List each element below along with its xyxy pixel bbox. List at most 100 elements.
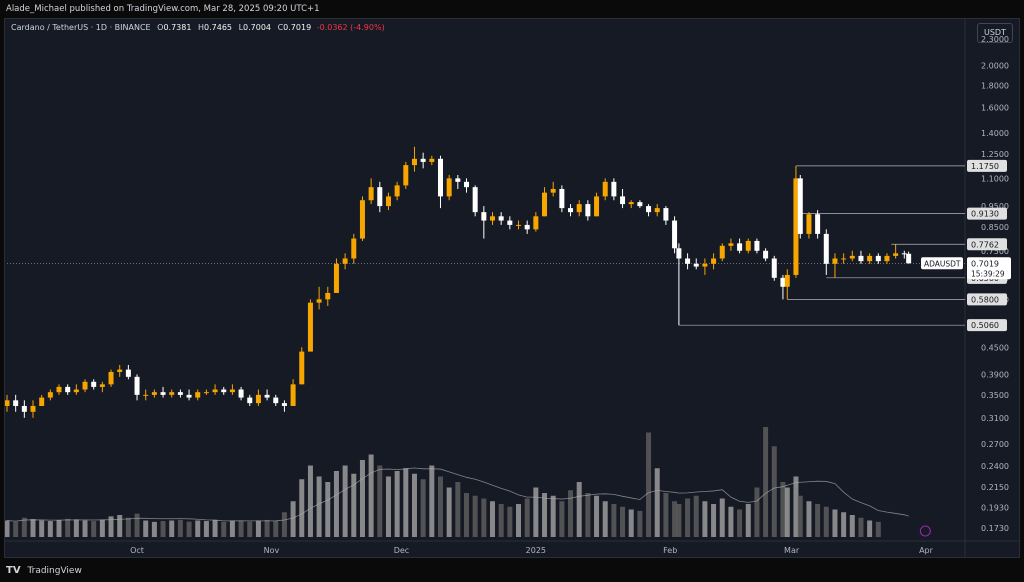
y-tick-label: 0.4500: [981, 343, 1009, 352]
volume-bar: [411, 473, 417, 537]
volume-bar: [91, 521, 97, 537]
volume-bar: [221, 521, 227, 537]
level-tag-label: 1.1750: [971, 162, 999, 171]
candle-body: [429, 158, 435, 162]
volume-bar: [359, 460, 365, 537]
x-tick-label: Dec: [394, 546, 409, 555]
candle-body: [568, 208, 574, 213]
candle-body: [884, 255, 890, 262]
price-chart-svg[interactable]: 2.3000 2.0000 1.8000 1.6000 1.4000 1.2500 1.10…: [5, 19, 1019, 557]
volume-bar: [47, 521, 53, 537]
volume-bar: [754, 487, 760, 537]
volume-bar: [21, 517, 27, 537]
candle-body: [672, 220, 678, 249]
volume-bar: [290, 501, 296, 537]
volume-bar: [771, 446, 777, 537]
volume-bar: [238, 521, 244, 537]
chart-area[interactable]: Cardano / TetherUS · 1D · BINANCE O0.738…: [4, 18, 1020, 558]
volume-bar: [693, 495, 699, 537]
candle-body: [117, 369, 123, 372]
open-value: 0.7381: [163, 23, 192, 32]
volume-bar: [550, 495, 556, 537]
volume-bar: [472, 495, 478, 537]
volume-bar: [646, 432, 652, 537]
candle-body: [745, 240, 751, 251]
candle-body: [823, 233, 829, 264]
candle-body: [533, 216, 539, 230]
candle-body: [290, 384, 296, 406]
volume-bar: [342, 465, 348, 537]
published-header: Alade_Michael published on TradingView.c…: [0, 0, 1024, 18]
y-tick-label: 0.2150: [981, 483, 1009, 492]
volume-bar: [806, 501, 812, 537]
volume-bar: [780, 482, 786, 537]
volume-bar: [737, 509, 743, 537]
y-tick-label: 2.0000: [981, 61, 1009, 70]
candle-body: [576, 204, 582, 213]
candle-body: [780, 277, 786, 287]
candle-body: [333, 263, 339, 293]
candle-body: [602, 181, 608, 197]
candle-body: [893, 253, 899, 256]
candle-body: [351, 238, 357, 259]
candle-body: [832, 258, 838, 264]
symbol-tag: [921, 257, 963, 270]
volume-bar: [594, 495, 600, 537]
candle-body: [212, 389, 218, 393]
symbol-legend: Cardano / TetherUS · 1D · BINANCE O0.738…: [11, 23, 385, 32]
candle-body: [849, 255, 855, 259]
candle-body: [481, 212, 487, 221]
volume-bar: [702, 501, 708, 537]
candle-body: [524, 224, 530, 230]
candle-body: [841, 258, 847, 260]
volume-bar: [368, 454, 374, 537]
candle-body: [654, 208, 660, 213]
x-tick-label: Mar: [784, 546, 800, 555]
candle-body: [325, 292, 331, 300]
alert-lightning-icon[interactable]: [919, 525, 931, 537]
low-label: L: [238, 23, 244, 32]
candle-body: [342, 258, 348, 264]
volume-bar: [576, 482, 582, 537]
y-tick-label: 0.3500: [981, 391, 1009, 400]
candle-body: [693, 263, 699, 267]
volume-bar: [676, 504, 682, 537]
candle-body: [30, 405, 36, 412]
candle-body: [620, 196, 626, 205]
level-tag: [967, 207, 1007, 220]
candle-body: [99, 384, 105, 387]
candle-body: [719, 245, 725, 259]
volume-bar: [429, 465, 435, 537]
volume-bar: [463, 493, 469, 537]
volume-bar: [663, 493, 669, 537]
candle-body: [238, 389, 244, 398]
volume-bar: [867, 520, 873, 537]
volume-bar: [533, 487, 539, 537]
volume-bar: [815, 504, 821, 537]
volume-bar: [841, 512, 847, 537]
y-tick-label: 0.1930: [981, 503, 1009, 512]
volume-bar: [719, 498, 725, 537]
high-value: 0.7465: [204, 23, 233, 32]
candle-body: [177, 392, 183, 395]
candle-body: [797, 178, 803, 234]
candle-body: [195, 392, 201, 398]
low-value: 0.7004: [243, 23, 272, 32]
volume-bar: [281, 512, 287, 537]
currency-button[interactable]: USDT: [977, 23, 1013, 43]
volume-bar: [125, 517, 131, 537]
volume-bar: [797, 495, 803, 537]
volume-bar: [685, 498, 691, 537]
level-tag-label: 0.5060: [971, 321, 999, 330]
volume-bar: [195, 520, 201, 537]
volume-bar: [420, 479, 426, 537]
y-tick-label: 0.9500: [981, 202, 1009, 211]
candle-body: [637, 202, 643, 207]
y-tick-label: 0.8500: [981, 223, 1009, 232]
volume-bar: [82, 520, 88, 537]
volume-bar: [203, 521, 209, 537]
volume-bar: [559, 501, 565, 537]
candle-body: [151, 392, 157, 395]
volume-bar: [611, 504, 617, 537]
high-label: H: [198, 23, 205, 32]
